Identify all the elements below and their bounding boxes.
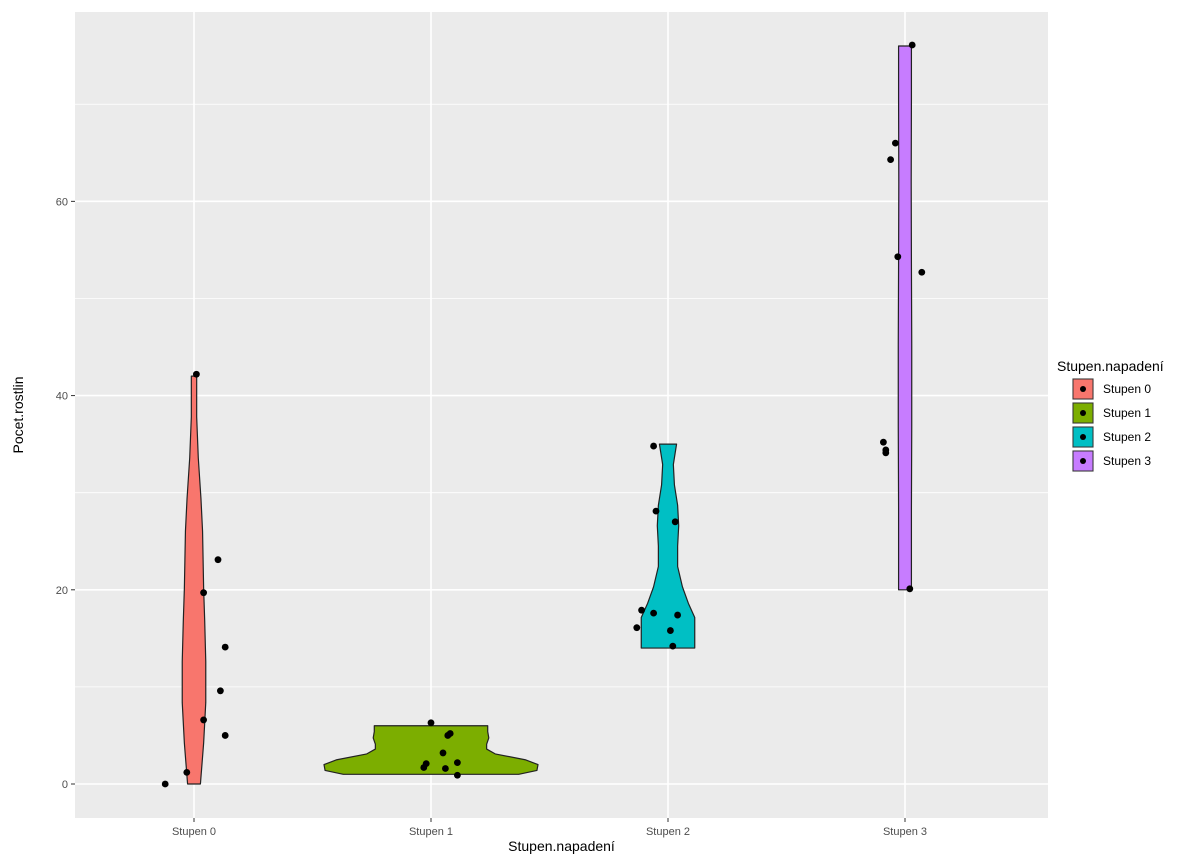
data-point xyxy=(454,759,461,767)
data-point xyxy=(669,642,677,650)
data-point xyxy=(650,442,657,450)
legend-label: Stupen 1 xyxy=(1103,406,1151,420)
data-point xyxy=(427,719,435,727)
data-point xyxy=(422,760,430,768)
x-axis-title: Stupen.napadení xyxy=(508,838,615,854)
data-point xyxy=(918,268,926,276)
x-tick-label: Stupen 3 xyxy=(883,826,927,838)
data-point xyxy=(217,687,224,695)
data-point xyxy=(882,449,890,457)
legend-point xyxy=(1080,434,1086,440)
data-point xyxy=(880,438,887,446)
data-point xyxy=(894,253,902,261)
data-point xyxy=(221,643,229,651)
data-point xyxy=(200,589,208,597)
x-tick-label: Stupen 1 xyxy=(409,826,453,838)
violins xyxy=(181,45,913,785)
data-point xyxy=(193,370,200,378)
data-point xyxy=(442,765,449,772)
legend-item: Stupen 1 xyxy=(1072,402,1151,424)
violin-stupen-2 xyxy=(640,443,696,649)
data-point xyxy=(892,139,899,147)
data-point xyxy=(908,41,916,49)
data-point xyxy=(638,606,645,614)
data-point xyxy=(221,732,229,739)
data-point xyxy=(454,771,461,779)
data-point xyxy=(446,730,454,737)
data-point xyxy=(887,156,894,164)
legend-label: Stupen 3 xyxy=(1103,454,1151,468)
legend-title: Stupen.napadení xyxy=(1057,358,1164,374)
grid-lines xyxy=(75,12,1048,818)
data-point xyxy=(652,507,660,515)
data-point xyxy=(633,624,641,632)
data-point xyxy=(183,768,191,776)
legend-point xyxy=(1080,386,1086,392)
legend-point xyxy=(1080,410,1086,416)
data-point xyxy=(650,609,657,617)
data-point xyxy=(161,780,169,788)
violin-stupen-3 xyxy=(897,45,913,591)
legend-label: Stupen 0 xyxy=(1103,382,1151,396)
data-point xyxy=(906,585,914,593)
data-point xyxy=(674,611,681,619)
legend: Stupen.napadení Stupen 0 Stupen 1 Stupen 2… xyxy=(1057,358,1164,472)
y-tick-label: 60 xyxy=(56,196,68,208)
legend-item: Stupen 2 xyxy=(1072,426,1151,448)
data-point xyxy=(200,716,208,724)
y-tick-label: 20 xyxy=(56,585,68,597)
axes: 0 20 40 60 Stupen 0 Stupen 1 Stupen 2 Stupen 3 xyxy=(56,196,927,838)
data-point xyxy=(439,749,447,757)
x-tick-label: Stupen 2 xyxy=(646,826,690,838)
y-tick-label: 40 xyxy=(56,391,68,403)
legend-item: Stupen 0 xyxy=(1072,378,1151,400)
data-point xyxy=(214,556,222,564)
data-points xyxy=(161,41,926,788)
data-point xyxy=(671,518,679,526)
plot-panel xyxy=(75,12,1048,818)
x-tick-label: Stupen 0 xyxy=(172,826,216,838)
legend-item: Stupen 3 xyxy=(1072,450,1151,472)
violin-stupen-1 xyxy=(323,725,539,775)
legend-label: Stupen 2 xyxy=(1103,430,1151,444)
legend-point xyxy=(1080,458,1086,464)
y-axis-title: Pocet.rostlin xyxy=(10,376,26,453)
y-tick-label: 0 xyxy=(62,779,68,791)
data-point xyxy=(667,627,674,634)
